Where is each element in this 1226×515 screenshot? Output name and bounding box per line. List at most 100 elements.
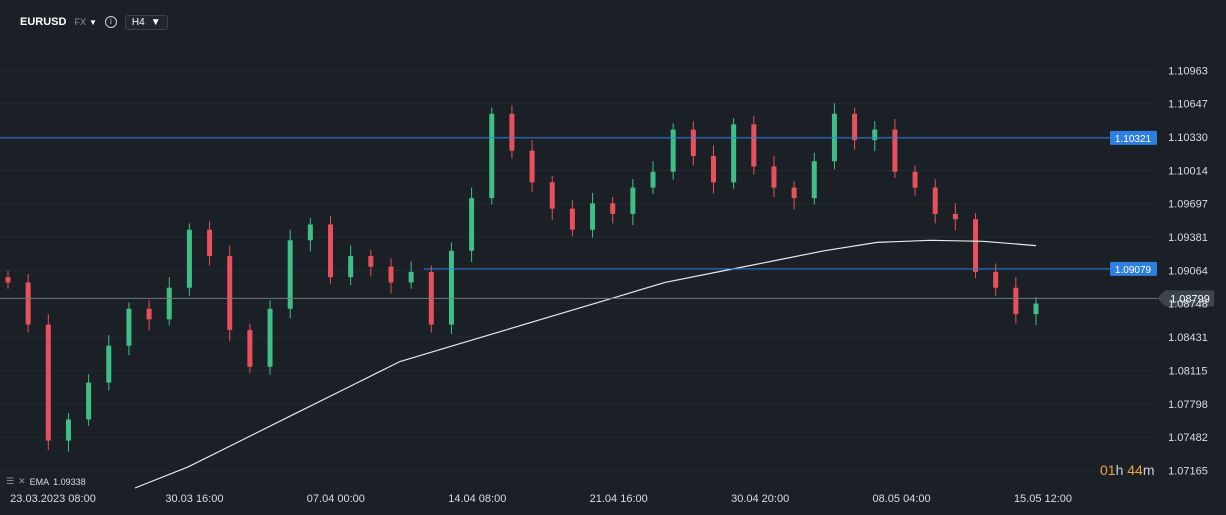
candle-up [1033,303,1039,315]
candle-down [529,150,535,183]
candle-down [852,113,858,141]
candle-down [368,256,374,267]
candle-down [952,213,958,220]
candle-down [247,329,253,367]
price-tick-label: 1.07165 [1168,466,1208,478]
horizontal-line-label-bg [1110,130,1157,145]
countdown-minutes-unit: m [1142,462,1155,478]
candle-up [166,287,172,320]
price-tick-label: 1.09064 [1168,265,1208,277]
candle-up [448,250,454,325]
candle-down [932,187,938,214]
candle-down [710,155,716,183]
time-tick-label: 08.05 04:00 [873,493,931,505]
chevron-down-icon[interactable]: ▼ [88,17,97,27]
candle-up [650,171,656,188]
current-price-label: 1.08799 [1170,293,1210,305]
time-tick-label: 07.04 00:00 [307,493,365,505]
candle-down [751,124,757,167]
time-tick-label: 30.03 16:00 [165,493,223,505]
horizontal-lines[interactable]: 1.10321 1.09079 1.08799 [0,130,1214,307]
candle-down [771,166,777,188]
current-price-tag [1157,290,1214,307]
close-icon[interactable]: ✕ [18,476,26,486]
info-icon[interactable]: i [104,16,117,28]
time-tick-label: 30.04 20:00 [731,493,789,505]
price-tick-label: 1.07798 [1168,399,1208,411]
candle-down [207,229,213,257]
candle-down [25,282,31,325]
time-tick-label: 15.05 12:00 [1014,493,1072,505]
horizontal-line-label: 1.10321 [1115,134,1152,145]
candle-down [610,203,616,214]
timeframe-label: H4 [131,16,145,28]
time-axis[interactable]: 23.03.2023 08:00 30.03 16:00 07.04 00:00 14… [10,493,1072,505]
candle-up [267,308,273,367]
candle-down [1013,287,1019,315]
candle-down [328,224,334,278]
candle-up [731,124,737,183]
grid-lines [0,69,1157,472]
price-axis[interactable]: 1.10963 1.10647 1.10330 1.10014 1.09697 1.093… [1168,65,1208,477]
candle-countdown: 01h 44m [1100,462,1155,478]
candle-down [509,113,515,151]
price-tick-label: 1.08748 [1168,299,1208,311]
candle-down [569,208,575,230]
price-tick-label: 1.08431 [1168,332,1208,344]
price-tick-label: 1.07482 [1168,432,1208,444]
candle-down [146,308,152,320]
indicator-legend: ☰ ✕ EMA 1.09338 [6,476,86,487]
price-tick-label: 1.10963 [1168,65,1208,77]
candle-up [186,229,192,288]
candle-down [912,171,918,188]
market-label: FX [74,17,86,27]
candle-up [408,271,414,283]
countdown-minutes: 44 [1127,462,1143,478]
countdown-hours: 01 [1100,462,1116,478]
candle-down [892,129,898,172]
candle-up [65,419,71,441]
candle-up [670,129,676,172]
candle-down [5,277,11,283]
chart-toolbar: EURUSD FX ▼ i H4 ▼ [20,13,168,31]
candle-up [287,240,293,309]
candlestick-series [5,103,1039,452]
candle-down [690,129,696,156]
candle-up [348,256,354,278]
candle-up [469,198,475,251]
candle-down [388,266,394,283]
timeframe-dropdown[interactable]: H4 ▼ [124,14,168,30]
indicator-name: EMA [29,476,50,487]
settings-icon[interactable]: ☰ [6,476,15,486]
candle-up [86,382,92,420]
price-tick-label: 1.10330 [1168,132,1208,144]
candle-down [227,256,233,330]
symbol-label[interactable]: EURUSD [20,16,67,28]
price-tick-label: 1.10014 [1168,165,1208,177]
candle-up [590,203,596,230]
candle-down [973,219,979,272]
time-tick-label: 21.04 16:00 [590,493,648,505]
countdown-hours-unit: h [1115,462,1124,478]
candle-up [489,113,495,199]
candle-down [549,182,555,209]
price-tick-label: 1.09697 [1168,199,1208,211]
candle-up [126,308,132,346]
chevron-down-icon: ▼ [150,16,161,28]
time-tick-label: 23.03.2023 08:00 [10,493,96,505]
horizontal-line-label-bg [1110,261,1157,276]
price-tick-label: 1.09381 [1168,232,1208,244]
ema-line [134,239,1037,489]
candle-up [811,161,817,199]
candle-up [630,187,636,214]
candle-down [791,187,797,199]
candle-up [307,224,313,241]
price-tick-label: 1.10647 [1168,99,1208,111]
candle-down [45,324,51,441]
time-tick-label: 14.04 08:00 [448,493,506,505]
price-tick-label: 1.08115 [1169,365,1208,377]
candle-down [993,271,999,288]
indicator-value: 1.09338 [53,476,86,487]
candle-up [872,129,878,141]
